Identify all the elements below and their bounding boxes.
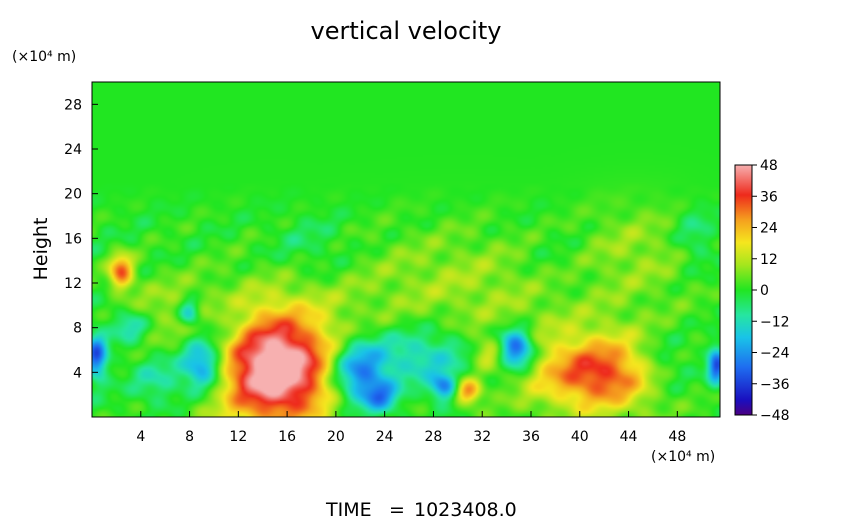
x-tick-label: 16 [278,429,296,445]
y-tick-label: 16 [64,231,82,247]
x-axis-ticks: 4 8 12 16 20 24 28 32 36 40 44 48 [136,411,686,445]
y-axis-ticks: 4 8 12 16 20 24 28 [64,97,98,381]
colorbar-tick-label: −24 [760,346,790,362]
y-tick-label: 20 [64,187,82,203]
x-tick-label: 24 [376,429,394,445]
time-label: TIME [325,499,372,519]
colorbar [735,165,752,415]
x-tick-label: 8 [185,429,194,445]
x-tick-label: 20 [327,429,345,445]
chart-title: vertical velocity [311,17,502,45]
y-tick-label: 28 [64,97,82,113]
y-tick-label: 24 [64,142,82,158]
y-tick-label: 4 [73,365,82,381]
x-tick-label: 4 [136,429,145,445]
x-tick-label: 32 [473,429,491,445]
plot-frame [91,81,721,418]
y-tick-label: 8 [73,321,82,337]
colorbar-ticks: 48 36 24 12 0 −12 −24 −36 −48 [752,158,790,424]
x-tick-label: 36 [522,429,540,445]
y-tick-label: 12 [64,276,82,292]
x-axis-unit: (×10⁴ m) [651,449,715,465]
colorbar-tick-label: −36 [760,377,790,393]
x-tick-label: 12 [229,429,247,445]
time-equals: = [389,499,405,519]
time-value: 1023408.0 [414,499,517,519]
heatmap-field [92,82,720,417]
colorbar-tick-label: 0 [760,283,769,299]
colorbar-tick-label: −48 [760,408,790,424]
colorbar-tick-label: 24 [760,221,778,237]
colorbar-tick-label: 12 [760,252,778,268]
colorbar-tick-label: 36 [760,189,778,205]
x-tick-label: 40 [571,429,589,445]
colorbar-tick-label: 48 [760,158,778,174]
y-axis-unit: (×10⁴ m) [12,49,76,65]
x-tick-label: 44 [620,429,638,445]
x-tick-label: 28 [425,429,443,445]
y-axis-label: Height [30,218,52,281]
colorbar-tick-label: −12 [760,314,790,330]
x-tick-label: 48 [668,429,686,445]
